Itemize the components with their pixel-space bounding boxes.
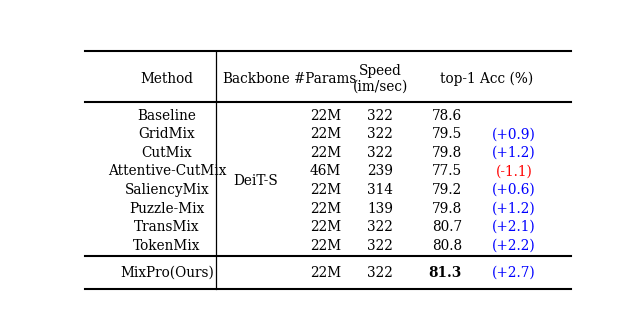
Text: 81.3: 81.3: [429, 266, 462, 280]
Text: 22M: 22M: [310, 266, 341, 280]
Text: 79.2: 79.2: [431, 183, 462, 197]
Text: 322: 322: [367, 220, 393, 234]
Text: 314: 314: [367, 183, 393, 197]
Text: 239: 239: [367, 164, 393, 179]
Text: (+0.9): (+0.9): [492, 127, 536, 141]
Text: (+2.7): (+2.7): [492, 266, 536, 280]
Text: TransMix: TransMix: [134, 220, 200, 234]
Text: (-1.1): (-1.1): [495, 164, 532, 179]
Text: 322: 322: [367, 109, 393, 123]
Text: Baseline: Baseline: [138, 109, 196, 123]
Text: 22M: 22M: [310, 239, 341, 253]
Text: (+0.6): (+0.6): [492, 183, 536, 197]
Text: 22M: 22M: [310, 146, 341, 160]
Text: 78.6: 78.6: [432, 109, 462, 123]
Text: 80.7: 80.7: [432, 220, 462, 234]
Text: 79.5: 79.5: [431, 127, 462, 141]
Text: (+2.2): (+2.2): [492, 239, 536, 253]
Text: TokenMix: TokenMix: [133, 239, 200, 253]
Text: 22M: 22M: [310, 220, 341, 234]
Text: 22M: 22M: [310, 202, 341, 215]
Text: GridMix: GridMix: [138, 127, 195, 141]
Text: 79.8: 79.8: [431, 146, 462, 160]
Text: 322: 322: [367, 266, 393, 280]
Text: 322: 322: [367, 239, 393, 253]
Text: 77.5: 77.5: [432, 164, 462, 179]
Text: 79.8: 79.8: [431, 202, 462, 215]
Text: 322: 322: [367, 127, 393, 141]
Text: 80.8: 80.8: [432, 239, 462, 253]
Text: Backbone: Backbone: [222, 72, 290, 86]
Text: 22M: 22M: [310, 109, 341, 123]
Text: (+1.2): (+1.2): [492, 146, 536, 160]
Text: Attentive-CutMix: Attentive-CutMix: [108, 164, 226, 179]
Text: top-1 Acc (%): top-1 Acc (%): [440, 72, 533, 86]
Text: MixPro(Ours): MixPro(Ours): [120, 266, 214, 280]
Text: (+2.1): (+2.1): [492, 220, 536, 234]
Text: DeiT-S: DeiT-S: [234, 174, 278, 188]
Text: 46M: 46M: [310, 164, 341, 179]
Text: 139: 139: [367, 202, 393, 215]
Text: CutMix: CutMix: [141, 146, 192, 160]
Text: 22M: 22M: [310, 127, 341, 141]
Text: 22M: 22M: [310, 183, 341, 197]
Text: #Params: #Params: [294, 72, 356, 86]
Text: 322: 322: [367, 146, 393, 160]
Text: Method: Method: [140, 72, 193, 86]
Text: Puzzle-Mix: Puzzle-Mix: [129, 202, 204, 215]
Text: SaliencyMix: SaliencyMix: [125, 183, 209, 197]
Text: (+1.2): (+1.2): [492, 202, 536, 215]
Text: Speed
(im/sec): Speed (im/sec): [353, 64, 408, 94]
